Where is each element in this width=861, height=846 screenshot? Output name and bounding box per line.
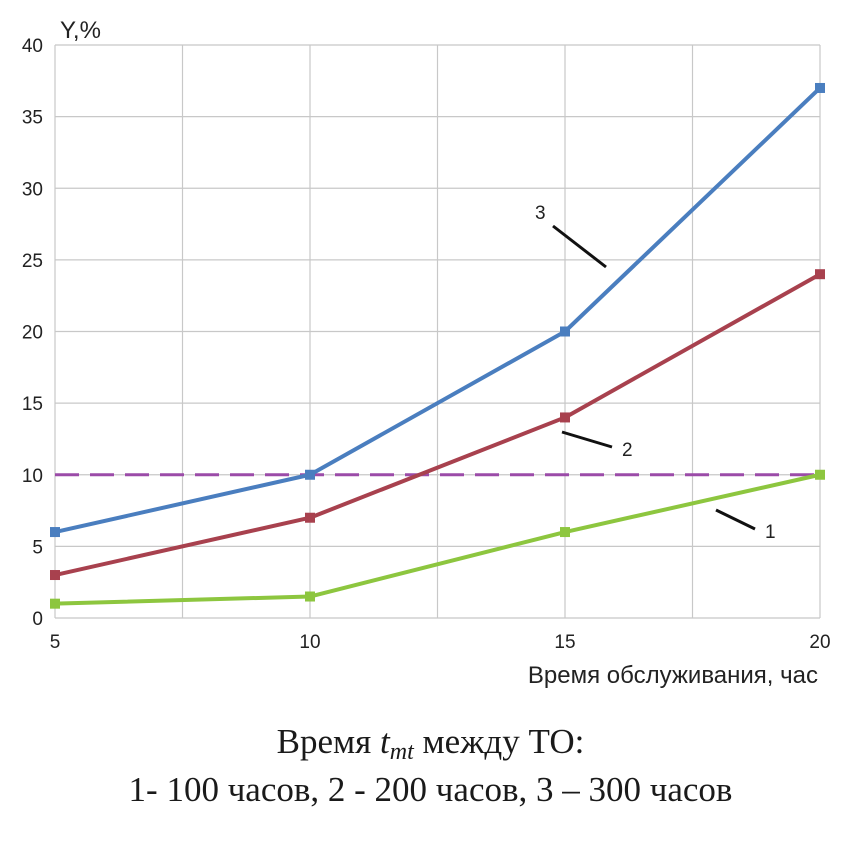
callouts: 1 2 3 xyxy=(535,203,776,543)
y-tick-label: 5 xyxy=(32,537,43,558)
series-3-point xyxy=(560,326,570,337)
series-3-point xyxy=(815,82,825,93)
series-3-point xyxy=(50,527,60,538)
callout-2-leader xyxy=(561,430,613,449)
caption-line-1: Время tmt между ТО: xyxy=(0,722,861,766)
series-1-point xyxy=(305,591,315,602)
y-tick-label: 40 xyxy=(22,36,43,57)
y-axis-label: Y,% xyxy=(60,17,101,44)
grid xyxy=(54,44,821,619)
y-tick-label: 20 xyxy=(22,323,43,344)
y-tick-label: 25 xyxy=(22,251,43,272)
x-tick-label: 10 xyxy=(299,632,320,653)
y-tick-label: 0 xyxy=(32,609,43,630)
x-tick-label: 15 xyxy=(554,632,575,653)
callout-3-leader xyxy=(552,224,607,269)
series-2-point xyxy=(560,412,570,423)
x-tick-label: 20 xyxy=(809,632,830,653)
caption-prefix: Время xyxy=(276,722,381,761)
callout-1-label: 1 xyxy=(765,522,776,543)
series-1-point xyxy=(50,598,60,609)
series-group xyxy=(50,82,825,609)
series-1-point xyxy=(815,469,825,480)
series-2-point xyxy=(305,512,315,523)
series-1-point xyxy=(560,527,570,538)
series-3-line xyxy=(54,86,822,535)
y-tick-label: 35 xyxy=(22,108,43,129)
x-axis-label: Время обслуживания, час xyxy=(528,662,818,689)
caption-var: t xyxy=(380,722,390,761)
y-tick-label: 15 xyxy=(22,394,43,415)
x-tick-label: 5 xyxy=(50,632,61,653)
y-tick-label: 10 xyxy=(22,466,43,487)
series-2-line xyxy=(54,272,821,577)
series-3-point xyxy=(305,469,315,480)
callout-3-label: 3 xyxy=(535,203,546,224)
series-2-point xyxy=(50,570,60,581)
caption-var-subscript: mt xyxy=(389,739,414,765)
caption-line-2: 1- 100 часов, 2 - 200 часов, 3 – 300 час… xyxy=(128,770,733,809)
series-2-point xyxy=(815,269,825,280)
callout-2-label: 2 xyxy=(622,440,633,461)
caption-suffix: между ТО: xyxy=(413,722,585,761)
series-1-line xyxy=(54,472,821,606)
y-tick-label: 30 xyxy=(22,179,43,200)
callout-1-leader xyxy=(715,508,756,531)
caption-variable: tmt xyxy=(380,722,414,765)
